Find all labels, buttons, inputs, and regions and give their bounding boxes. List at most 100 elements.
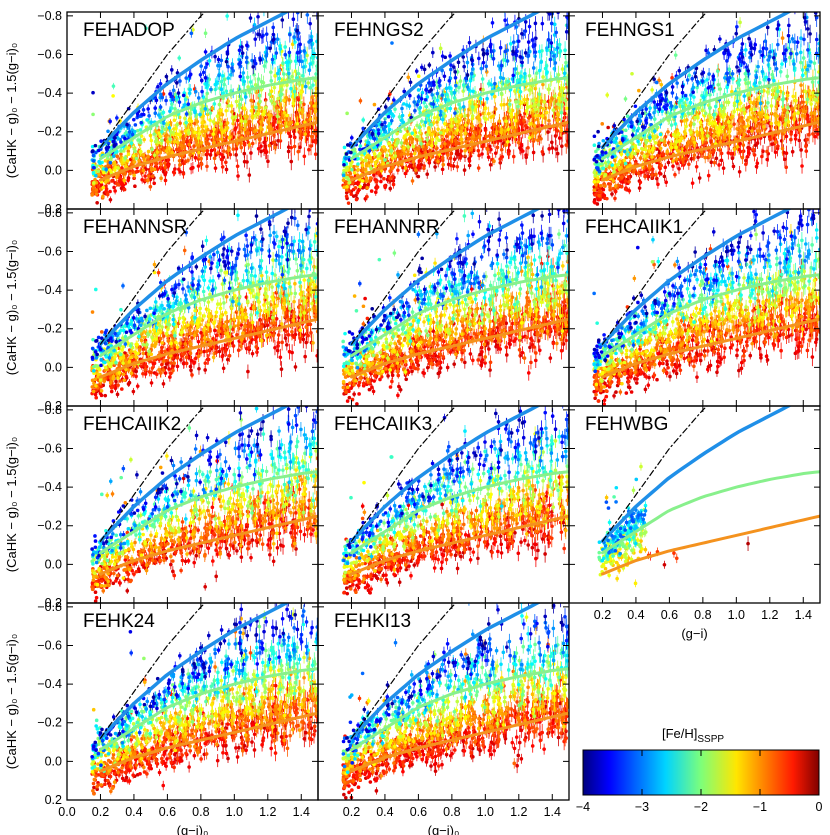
data-point: [453, 131, 457, 135]
data-point: [306, 133, 310, 138]
data-point: [159, 162, 163, 166]
data-point: [167, 146, 172, 150]
data-point: [551, 108, 556, 112]
data-point: [532, 103, 537, 107]
data-point: [506, 79, 510, 84]
data-point: [427, 130, 431, 134]
data-point: [150, 147, 154, 152]
data-point: [101, 185, 106, 190]
data-point: [216, 57, 221, 62]
data-point: [271, 25, 276, 30]
data-point: [547, 119, 551, 123]
data-point: [542, 100, 547, 104]
data-point: [511, 154, 516, 159]
data-point: [428, 141, 433, 145]
data-point: [221, 91, 226, 95]
data-point: [436, 127, 440, 131]
data-point: [458, 113, 462, 118]
data-point: [446, 153, 450, 157]
data-point: [203, 65, 208, 70]
data-point: [483, 106, 488, 111]
data-point: [264, 54, 269, 58]
data-point: [273, 73, 278, 78]
data-point: [221, 74, 225, 78]
data-point: [122, 178, 127, 183]
data-point: [105, 156, 110, 161]
data-point: [430, 132, 434, 137]
data-point: [451, 120, 456, 125]
data-point: [296, 37, 301, 41]
data-point: [237, 102, 242, 107]
data-point: [313, 109, 318, 113]
data-point: [508, 42, 513, 46]
data-point: [219, 137, 224, 141]
data-point: [273, 145, 277, 150]
data-point: [168, 137, 172, 141]
data-point: [438, 130, 443, 135]
data-point: [503, 129, 507, 133]
data-point: [175, 95, 179, 100]
data-point: [532, 123, 537, 128]
data-point: [301, 65, 306, 69]
data-point: [183, 129, 188, 133]
data-point: [200, 89, 204, 94]
data-point: [257, 93, 262, 98]
data-point: [208, 133, 212, 137]
data-point: [356, 167, 360, 172]
data-point: [366, 153, 370, 158]
data-point: [458, 79, 463, 83]
data-point: [486, 155, 491, 160]
data-point: [126, 152, 131, 156]
data-point: [245, 43, 249, 48]
data-point: [250, 141, 255, 146]
data-point: [199, 162, 204, 167]
data-point: [93, 177, 97, 182]
data-point: [535, 71, 539, 75]
data-point: [161, 92, 166, 96]
data-point: [91, 112, 95, 117]
data-point: [186, 102, 191, 106]
data-point: [193, 110, 197, 115]
data-point: [289, 159, 294, 164]
data-point: [178, 79, 182, 83]
data-point: [383, 184, 387, 188]
data-point: [220, 112, 225, 117]
data-point: [267, 117, 272, 121]
data-point: [171, 88, 176, 93]
data-point: [282, 98, 286, 103]
data-point: [153, 139, 158, 144]
data-point: [471, 74, 475, 79]
data-point: [299, 90, 304, 95]
data-point: [379, 179, 383, 184]
data-point: [248, 119, 252, 124]
data-point: [507, 130, 512, 135]
data-point: [516, 104, 520, 109]
data-point: [537, 102, 541, 107]
data-point: [152, 167, 157, 172]
data-point: [268, 46, 272, 51]
data-point: [508, 102, 512, 107]
data-point: [188, 72, 193, 77]
data-point: [356, 156, 360, 161]
data-point: [492, 159, 496, 164]
data-point: [219, 108, 223, 113]
data-point: [303, 58, 308, 62]
data-point: [388, 176, 392, 181]
data-point: [287, 71, 291, 76]
data-point: [138, 128, 143, 132]
data-point: [125, 122, 129, 127]
data-point: [458, 106, 463, 110]
data-point: [295, 28, 299, 33]
data-point: [344, 194, 349, 199]
data-point: [146, 178, 150, 183]
data-point: [415, 134, 420, 139]
data-point: [389, 149, 394, 153]
panel-fehadop: FEHADOP 0.2 0.0 −0.2 −0.4 −0.6 −0.8 (CaHK − g)₀…: [4, 9, 319, 216]
data-point: [275, 71, 280, 76]
data-point: [192, 144, 196, 148]
data-point: [205, 80, 209, 84]
data-point: [150, 174, 155, 178]
data-point: [390, 137, 395, 142]
data-point: [149, 166, 154, 170]
data-point: [185, 139, 190, 143]
